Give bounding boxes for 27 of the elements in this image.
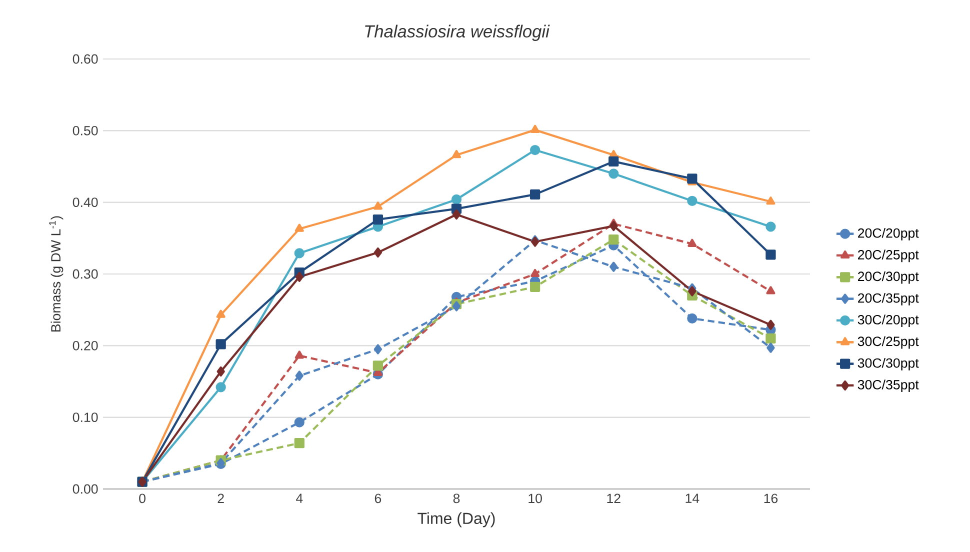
y-tick-label: 0.50 — [72, 126, 98, 136]
legend-label: 30C/35ppt — [858, 380, 919, 392]
legend-label: 20C/30ppt — [858, 271, 919, 284]
x-tick-label: 10 — [528, 494, 542, 504]
legend-label: 30C/30ppt — [858, 358, 919, 370]
legend-label: 20C/35ppt — [858, 292, 919, 306]
x-tick-label: 6 — [374, 494, 382, 504]
y-axis-title: Biomass (g DW L$^{-1}$) — [49, 216, 64, 332]
x-tick-label: 0 — [139, 494, 146, 504]
y-tick-label: 0.00 — [72, 484, 98, 494]
x-tick-label: 12 — [607, 494, 620, 504]
x-tick-label: 4 — [296, 494, 303, 503]
y-tick-label: 0.20 — [72, 340, 98, 350]
legend-label: 20C/25ppt — [858, 250, 919, 262]
y-tick-label: 0.40 — [72, 198, 98, 208]
x-tick-label: 8 — [453, 494, 460, 504]
y-tick-label: 0.10 — [72, 412, 98, 422]
x-tick-label: 14 — [686, 494, 700, 503]
x-axis-title: Time (Day) — [418, 512, 495, 528]
chart-title: Thalassiosira weissflogii — [365, 24, 550, 41]
x-tick-label: 16 — [764, 494, 778, 504]
legend-label: 30C/25ppt — [858, 336, 919, 349]
y-tick-label: 0.30 — [72, 269, 98, 279]
legend-label: 20C/20ppt — [858, 228, 919, 240]
legend-label: 30C/20ppt — [858, 314, 919, 328]
y-tick-label: 0.60 — [72, 54, 98, 64]
x-tick-label: 2 — [218, 494, 224, 504]
